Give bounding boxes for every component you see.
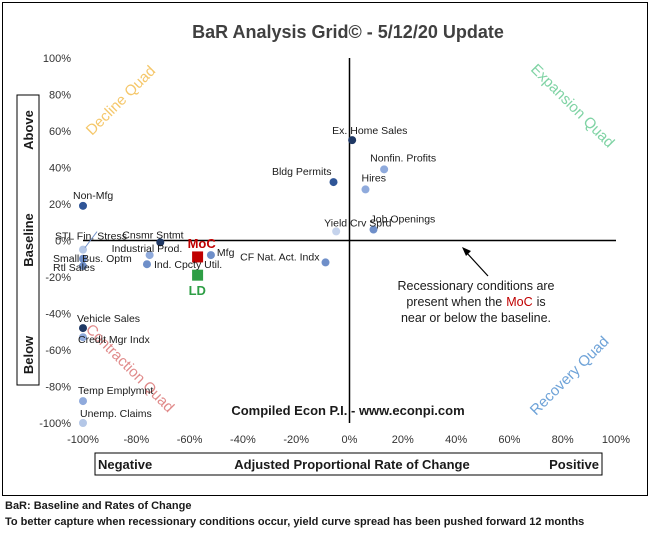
x-tick-label: 100% — [602, 434, 630, 446]
highlight-marker — [192, 269, 204, 281]
leader-line — [84, 231, 98, 248]
point-label: Temp Emplymnt — [78, 385, 153, 397]
footer-line-2: To better capture when recessionary cond… — [5, 516, 585, 528]
point-label: Rtl Sales — [53, 262, 95, 274]
compiled-by: Compiled Econ P.I. - www.econpi.com — [231, 403, 464, 418]
xlabel-positive: Positive — [549, 457, 599, 472]
chart-frame — [2, 2, 648, 496]
highlight-marker — [192, 251, 204, 263]
data-point — [332, 227, 341, 236]
note-line-3: near or below the baseline. — [401, 311, 551, 325]
data-point — [156, 238, 165, 247]
x-tick-label: -100% — [67, 434, 99, 446]
data-point — [79, 254, 87, 263]
point-label: Job Openings — [370, 214, 435, 226]
point-label: Unemp. Claims — [80, 408, 152, 420]
note-arrow-head — [462, 247, 471, 256]
data-point — [369, 225, 378, 234]
xlabel-negative: Negative — [98, 457, 152, 472]
x-tick-labels: -100% -80% -60% -40% -20% 0% 20% 40% 60% 80% 100% — [67, 434, 630, 446]
quad-label-expansion: Expansion Quad — [527, 61, 617, 151]
point-label: Hires — [361, 172, 386, 184]
axes-layer — [83, 58, 616, 423]
x-tick-label: -20% — [283, 434, 309, 446]
y-tick-label: 0% — [55, 236, 71, 248]
point-labels-layer: Ex. Home Sales Nonfin. Profits Bldg Permit… — [53, 125, 436, 420]
footer-line-1: BaR: Baseline and Rates of Change — [5, 500, 192, 512]
chart-title: BaR Analysis Grid© - 5/12/20 Update — [192, 22, 504, 42]
point-label: Credit Mgr Indx — [78, 334, 151, 346]
data-point — [361, 185, 370, 194]
data-point — [79, 201, 87, 210]
y-tick-label: 60% — [49, 126, 71, 138]
x-tick-label: 0% — [342, 434, 358, 446]
data-point — [348, 136, 357, 145]
point-label: CF Nat. Act. Indx — [240, 251, 320, 263]
point-label: Nonfin. Profits — [370, 152, 436, 164]
point-label: Small Bus. Optm — [53, 253, 132, 265]
data-point — [321, 258, 330, 267]
data-point — [79, 397, 87, 406]
y-tick-label: 40% — [49, 163, 71, 175]
footer: BaR: Baseline and Rates of Change To bet… — [5, 498, 645, 530]
ylabel-below: Below — [21, 335, 36, 374]
note-line-2b: is — [537, 295, 546, 309]
point-label: Yield Crv Sprd — [324, 217, 391, 229]
x-tick-label: 40% — [445, 434, 467, 446]
data-point — [79, 419, 87, 427]
note-line-2a: present when the — [406, 295, 502, 309]
y-tick-label: 80% — [49, 90, 71, 102]
ylabel-box — [16, 94, 40, 386]
point-label: STL Fin. Stress — [55, 231, 127, 243]
ylabel-baseline: Baseline — [21, 213, 36, 266]
ylabel-above: Above — [21, 110, 36, 150]
highlight-label: MoC — [188, 236, 217, 251]
point-label: Cnsmr Sntmt — [122, 229, 183, 241]
point-label: Vehicle Sales — [77, 313, 140, 325]
point-label: Ind. Cpcty Util. — [154, 259, 222, 271]
point-label: Industrial Prod. — [112, 243, 183, 255]
data-point — [142, 260, 151, 269]
data-point — [79, 333, 87, 342]
x-tick-label: -40% — [230, 434, 256, 446]
quad-label-recovery: Recovery Quad — [527, 333, 613, 419]
point-label: Bldg Permits — [272, 166, 332, 178]
x-tick-label: 80% — [552, 434, 574, 446]
recession-note: Recessionary conditions are present when… — [397, 247, 555, 325]
points-layer — [79, 136, 389, 427]
y-tick-label: -80% — [45, 382, 71, 394]
y-tick-label: -60% — [45, 345, 71, 357]
x-tick-label: 20% — [392, 434, 414, 446]
quad-label-decline: Decline Quad — [83, 63, 159, 139]
y-tick-label: 20% — [49, 199, 71, 211]
data-point — [79, 324, 87, 333]
note-line-1: Recessionary conditions are — [397, 279, 554, 293]
note-line-2: present when the MoC is — [406, 295, 545, 309]
data-point — [145, 251, 154, 260]
x-tick-label: 60% — [498, 434, 520, 446]
point-label: Non-Mfg — [73, 190, 113, 202]
note-moc-word: MoC — [506, 295, 532, 309]
xlabel-box — [94, 452, 603, 476]
data-point — [329, 178, 338, 187]
note-arrow — [465, 251, 489, 277]
highlight-label: LD — [189, 283, 206, 298]
data-point — [380, 165, 389, 174]
y-tick-label: -20% — [45, 272, 71, 284]
data-point — [206, 251, 215, 260]
x-tick-label: -80% — [123, 434, 149, 446]
y-tick-label: -100% — [39, 418, 71, 430]
data-point — [79, 262, 87, 271]
y-tick-label: -40% — [45, 309, 71, 321]
x-tick-label: -60% — [177, 434, 203, 446]
chart-svg: BaR Analysis Grid© - 5/12/20 Update Decl… — [16, 22, 630, 476]
point-label: Ex. Home Sales — [332, 125, 407, 137]
y-tick-labels: -100% -80% -60% -40% -20% 0% 20% 40% 60% 80% 100% — [39, 53, 71, 430]
point-label: Mfg — [217, 247, 235, 259]
y-tick-label: 100% — [43, 53, 71, 65]
xlabel-main: Adjusted Proportional Rate of Change — [234, 457, 469, 472]
